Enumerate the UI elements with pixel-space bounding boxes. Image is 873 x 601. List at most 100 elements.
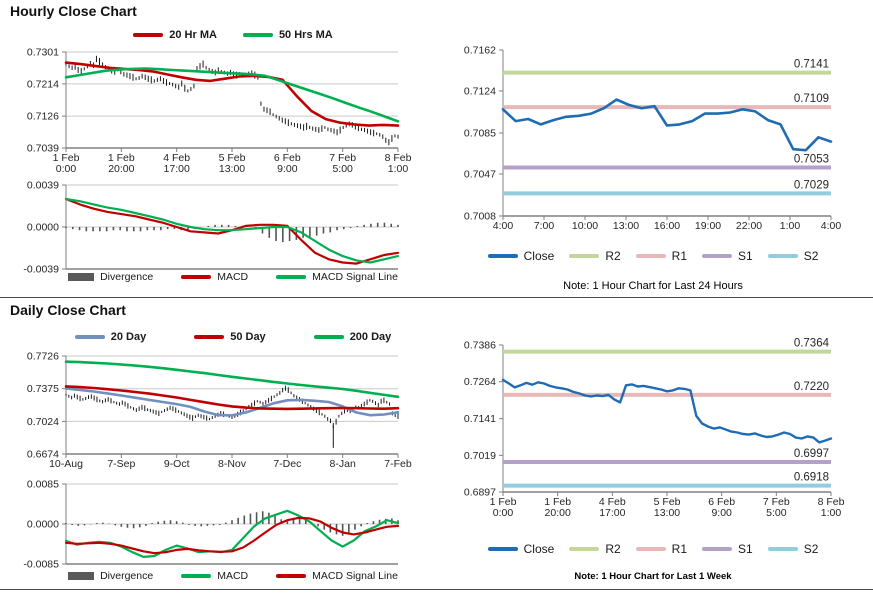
svg-text:0.6674: 0.6674 (27, 449, 59, 461)
legend-swatch-line (313, 335, 344, 339)
svg-text:-0.0085: -0.0085 (23, 559, 59, 571)
series-20-day (64, 387, 400, 417)
hline-label-s2: 0.6918 (794, 472, 829, 484)
svg-text:7:00: 7:00 (534, 220, 555, 232)
legend-item-divergence: Divergence (68, 271, 153, 283)
x-axis: 1 Feb 0:00 1 Feb 20:00 4 Feb 17:00 5 Feb 13:00 6… (490, 492, 845, 519)
legend-swatch-line (767, 254, 798, 258)
section-divider (0, 297, 873, 298)
daily-section-title: Daily Close Chart (10, 302, 126, 318)
svg-text:0.7162: 0.7162 (464, 45, 496, 57)
svg-text:0.7726: 0.7726 (27, 351, 59, 363)
svg-text:1:00: 1:00 (780, 220, 801, 232)
y-axis: 0.7162 0.7124 0.7085 0.7047 0.7008 (464, 45, 831, 223)
legend-swatch-line (181, 574, 212, 578)
svg-text:19:00: 19:00 (695, 220, 721, 232)
legend-label: 50 Day (230, 331, 266, 343)
legend-label: R1 (671, 542, 687, 556)
legend-label: 20 Day (110, 331, 147, 343)
daily-macd-legend: Divergence MACD MACD Signal Line (28, 570, 438, 582)
svg-text:7-Sep: 7-Sep (107, 458, 135, 470)
svg-text:13:00: 13:00 (613, 220, 639, 232)
svg-text:0.6897: 0.6897 (464, 487, 496, 499)
legend-item-200-day: 200 Day (313, 331, 392, 343)
series-divergence (65, 222, 399, 243)
svg-text:0.7047: 0.7047 (464, 168, 496, 180)
svg-text:0.0039: 0.0039 (27, 180, 59, 192)
svg-text:-0.0039: -0.0039 (23, 264, 59, 276)
section-divider-bottom (0, 589, 873, 590)
legend-swatch-rect (68, 273, 95, 281)
legend-swatch-line (181, 275, 212, 279)
svg-text:0.7024: 0.7024 (27, 416, 59, 428)
svg-text:0.7008: 0.7008 (464, 211, 496, 223)
series-macd-signal-line (64, 516, 400, 555)
hline-label-s2: 0.7029 (794, 179, 829, 191)
legend-item-s2: S2 (767, 249, 819, 263)
legend-label: R2 (605, 249, 621, 263)
legend-label: S1 (738, 249, 753, 263)
x-axis: 4:00 7:00 10:00 13:00 16:00 19:00 22:00 1:00 4:0… (493, 216, 841, 232)
legend-label: S2 (803, 249, 819, 263)
legend-item-r1: R1 (635, 249, 687, 263)
series-close (501, 98, 833, 152)
legend-swatch-line (133, 33, 164, 37)
svg-text:0.7386: 0.7386 (464, 340, 496, 352)
legend-swatch-line (702, 254, 732, 258)
legend-label: MACD (217, 271, 249, 283)
legend-item-close: Close (487, 542, 555, 556)
legend-item-50-hrs-ma: 50 Hrs MA (242, 29, 333, 41)
hourly-macd-chart: 0.0039 0.0000 -0.0039 (23, 180, 400, 276)
svg-text:7-Dec: 7-Dec (273, 458, 301, 470)
legend-label: S1 (738, 542, 753, 556)
svg-text:22:00: 22:00 (736, 220, 762, 232)
svg-text:10:00: 10:00 (572, 220, 598, 232)
legend-item-50-day: 50 Day (194, 331, 266, 343)
y-axis: 0.0039 0.0000 -0.0039 (23, 180, 398, 276)
svg-text:0.0085: 0.0085 (27, 479, 59, 491)
hline-label-r2: 0.7141 (794, 59, 829, 71)
legend-label: Close (523, 542, 555, 556)
hline-label-s1: 0.6997 (794, 448, 829, 460)
legend-label: 200 Day (349, 331, 392, 343)
svg-text:0.7126: 0.7126 (27, 111, 59, 123)
series-50-day (64, 385, 400, 411)
hourly-close-legend: 20 Hr MA 50 Hrs MA (28, 29, 438, 41)
svg-text:8-Nov: 8-Nov (218, 458, 247, 470)
legend-item-s1: S1 (702, 542, 753, 556)
svg-text:0.7085: 0.7085 (464, 128, 496, 140)
svg-text:16:00: 16:00 (654, 220, 680, 232)
legend-label: S2 (803, 542, 819, 556)
hline-label-r1: 0.7220 (794, 381, 829, 393)
svg-text:0.7141: 0.7141 (464, 413, 496, 425)
daily-close-legend: 20 Day 50 Day 200 Day (28, 331, 438, 343)
legend-swatch-line (276, 574, 307, 578)
legend-label: 50 Hrs MA (278, 29, 333, 41)
legend-item-r2: R2 (569, 542, 621, 556)
y-axis: 0.7386 0.7264 0.7141 0.7019 0.6897 (464, 340, 831, 499)
legend-swatch-line (194, 335, 225, 339)
legend-label: R2 (605, 542, 621, 556)
daily-pivot-note: Note: 1 Hour Chart for Last 1 Week (574, 571, 732, 582)
svg-text:0.7375: 0.7375 (27, 383, 59, 395)
hourly-section-title: Hourly Close Chart (10, 3, 137, 19)
hourly-pivot-note: Note: 1 Hour Chart for Last 24 Hours (563, 280, 743, 292)
legend-item-macd: MACD (181, 570, 248, 582)
legend-item-r2: R2 (569, 249, 621, 263)
legend-label: MACD Signal Line (312, 271, 398, 283)
legend-label: 20 Hr MA (169, 29, 217, 41)
legend-label: MACD (217, 570, 249, 582)
svg-text:0.7124: 0.7124 (464, 85, 496, 97)
